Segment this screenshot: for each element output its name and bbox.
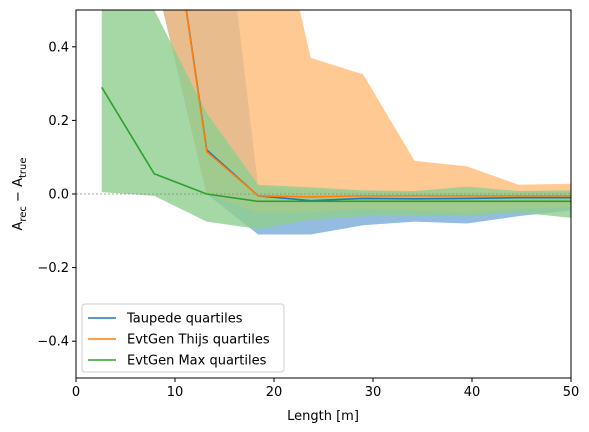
y-tick-label: 0.4 xyxy=(48,40,69,55)
legend: Taupede quartiles EvtGen Thijs quartiles E… xyxy=(82,304,284,372)
x-tick-label: 30 xyxy=(365,385,382,400)
x-tick-label: 20 xyxy=(266,385,283,400)
legend-label-2: EvtGen Thijs quartiles xyxy=(127,333,270,348)
x-tick-label: 50 xyxy=(563,385,580,400)
legend-label-1: Taupede quartiles xyxy=(126,312,243,327)
y-tick-label: 0.0 xyxy=(48,188,69,203)
y-axis-label-minus: − xyxy=(11,187,26,206)
y-tick-label: −0.2 xyxy=(37,261,69,276)
y-axis-label-sub-rec: rec xyxy=(18,206,29,222)
y-axis-label-main-2: A xyxy=(11,178,26,187)
legend-label-3: EvtGen Max quartiles xyxy=(127,354,267,369)
y-tick-label: 0.2 xyxy=(48,114,69,129)
y-tick-label: −0.4 xyxy=(37,335,69,350)
x-tick-label: 10 xyxy=(167,385,184,400)
x-tick-label: 40 xyxy=(464,385,481,400)
x-axis-label: Length [m] xyxy=(287,409,359,424)
x-tick-label: 0 xyxy=(72,385,80,400)
y-axis-label-sub-true: true xyxy=(18,157,29,178)
y-axis-label-main: A xyxy=(11,222,26,231)
